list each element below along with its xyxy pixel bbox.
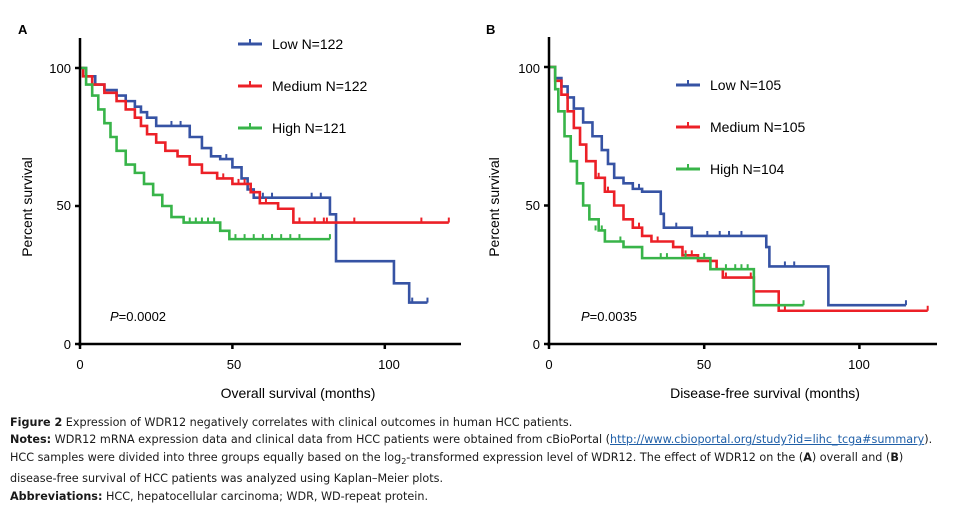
axes-b: [544, 37, 937, 349]
xtick-label: 50: [227, 357, 241, 372]
legend-label-low: Low N=105: [710, 77, 781, 93]
ytick-label: 0: [533, 337, 540, 352]
x-axis-title: Overall survival (months): [221, 385, 376, 401]
y-axis-title: Percent survival: [486, 157, 502, 257]
abbreviations-label: Abbreviations:: [10, 489, 103, 503]
figure-text: Expression of WDR12 negatively correlate…: [62, 416, 573, 429]
p-value: P=0.0035: [581, 309, 637, 324]
ytick-label: 100: [49, 61, 71, 76]
caption-notes: Notes: WDR12 mRNA expression data and cl…: [10, 431, 950, 487]
figure-label: Figure 2: [10, 416, 63, 429]
legend-label-low: Low N=122: [272, 36, 343, 52]
legend-label-medium: Medium N=105: [710, 119, 806, 135]
caption-abbreviations: Abbreviations: HCC, hepatocellular carci…: [10, 488, 950, 505]
km-curve-high: [80, 66, 330, 241]
p-value: P=0.0002: [110, 309, 166, 324]
log-subscript: 2: [401, 457, 407, 467]
caption-title: Figure 2 Expression of WDR12 negatively …: [10, 414, 950, 431]
km-curve-high: [549, 65, 804, 307]
notes-text: ) overall and (: [811, 450, 891, 464]
p-value-number: =0.0035: [590, 309, 637, 324]
p-value-symbol: P: [581, 309, 590, 324]
p-value-number: =0.0002: [119, 309, 166, 324]
p-value-symbol: P: [110, 309, 119, 324]
ytick-label: 100: [518, 61, 540, 76]
panel-b: B 0 50 100 0 50 100 Percent survival Dis…: [486, 22, 937, 401]
survival-curves-b: [549, 65, 929, 313]
survival-curves-a: [80, 66, 450, 304]
x-axis-title: Disease-free survival (months): [670, 385, 860, 401]
notes-text: ) disease-free survival of HCC patients …: [10, 450, 904, 486]
xtick-label: 50: [697, 357, 711, 372]
figure-caption: Figure 2 Expression of WDR12 negatively …: [10, 414, 950, 505]
axes-a: [75, 38, 461, 349]
ytick-label: 50: [57, 198, 71, 213]
panel-letter-a: A: [18, 22, 28, 37]
panel-a: A 0 50 100 0 50 100 Percent survival Ove…: [18, 22, 461, 401]
legend-label-high: High N=104: [710, 161, 785, 177]
km-curve-medium: [549, 65, 928, 313]
km-curve-medium: [80, 66, 449, 224]
ytick-label: 50: [526, 198, 540, 213]
notes-text: ). HCC samples were divided into three g…: [10, 433, 933, 464]
y-axis-title: Percent survival: [19, 157, 35, 257]
xtick-label: 0: [545, 357, 552, 372]
xtick-label: 100: [378, 357, 400, 372]
xtick-label: 100: [848, 357, 870, 372]
notes-text: WDR12 mRNA expression data and clinical …: [51, 433, 610, 447]
km-curve-low: [80, 66, 428, 304]
notes-panel-ref-a: A: [803, 450, 812, 464]
notes-text: -transformed expression level of WDR12. …: [406, 450, 804, 464]
legend-label-medium: Medium N=122: [272, 78, 368, 94]
legend-b: Low N=105 Medium N=105 High N=104: [676, 77, 806, 177]
legend-label-high: High N=121: [272, 120, 347, 136]
xtick-label: 0: [76, 357, 83, 372]
legend-a: Low N=122 Medium N=122 High N=121: [238, 36, 368, 136]
panel-letter-b: B: [486, 22, 495, 37]
abbreviations-text: HCC, hepatocellular carcinoma; WDR, WD-r…: [102, 489, 429, 503]
cbioportal-link[interactable]: http://www.cbioportal.org/study?id=lihc_…: [610, 433, 925, 447]
notes-label: Notes:: [10, 433, 52, 447]
figure: A 0 50 100 0 50 100 Percent survival Ove…: [18, 22, 937, 401]
ytick-label: 0: [64, 337, 71, 352]
notes-panel-ref-b: B: [890, 450, 899, 464]
